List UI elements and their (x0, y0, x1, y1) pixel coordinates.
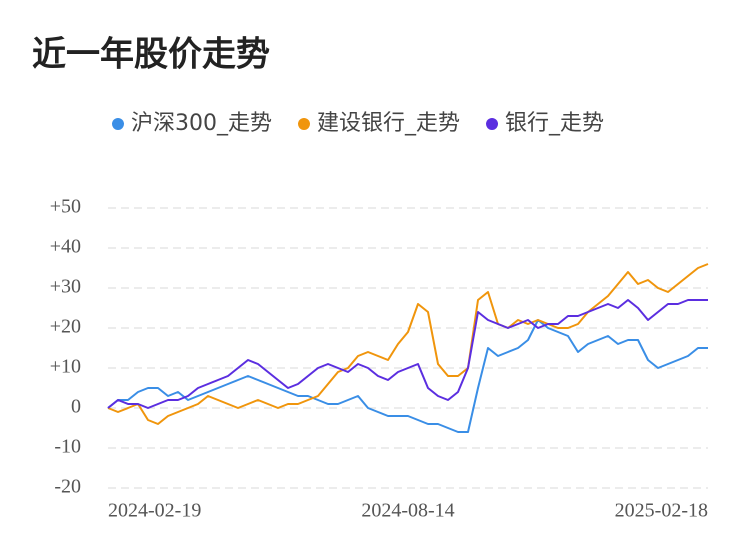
x-tick-label: 2025-02-18 (615, 500, 708, 522)
legend: 沪深300_走势 建设银行_走势 银行_走势 (112, 111, 604, 136)
y-tick-label: 0 (71, 396, 81, 418)
chart-title: 近一年股价走势 (32, 35, 270, 75)
legend-marker (112, 118, 124, 130)
y-tick-label: -10 (54, 436, 81, 458)
legend-label: 银行_走势 (505, 111, 604, 136)
y-tick-label: -20 (54, 476, 81, 498)
y-tick-label: +40 (50, 236, 81, 258)
legend-label: 沪深300_走势 (131, 111, 272, 136)
line-series (107, 263, 709, 425)
legend-marker (486, 118, 499, 130)
y-tick-label: +30 (50, 276, 81, 298)
line-series (107, 299, 708, 409)
legend-marker (298, 118, 310, 130)
x-tick-label: 2024-02-19 (108, 500, 201, 522)
y-tick-label: +10 (50, 356, 81, 378)
legend-label: 建设银行_走势 (317, 111, 460, 136)
y-tick-label: +50 (50, 196, 81, 218)
x-tick-label: 2024-08-14 (361, 500, 454, 522)
y-tick-label: +20 (50, 316, 81, 338)
line-series (107, 319, 708, 433)
